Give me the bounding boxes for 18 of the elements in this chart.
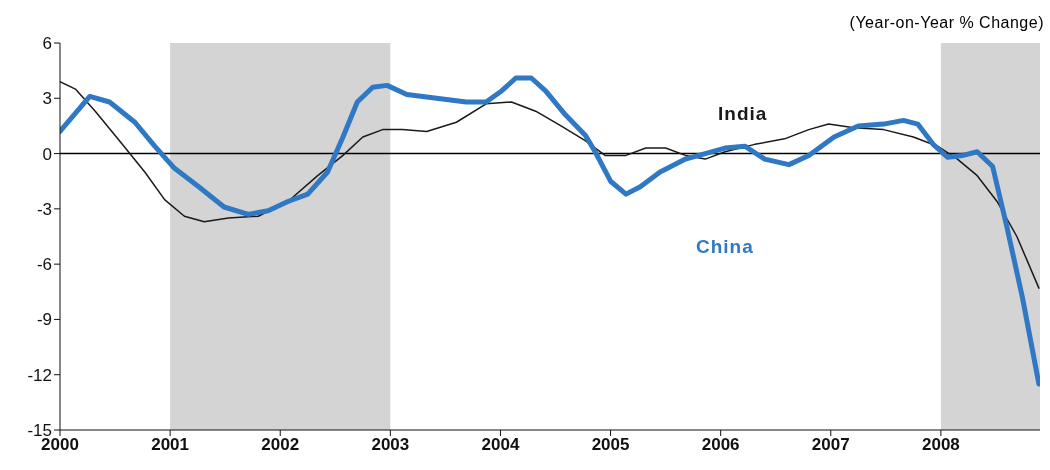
y-tick-label: -6 <box>36 255 52 275</box>
y-tick-label: 3 <box>42 89 52 109</box>
x-tick-label: 2004 <box>481 435 520 455</box>
x-tick-label: 2007 <box>811 435 850 455</box>
y-tick-label: -12 <box>27 365 52 385</box>
series-label: India <box>718 103 768 125</box>
x-tick-label: 2006 <box>701 435 740 455</box>
text: China <box>696 236 754 258</box>
y-tick-label: -9 <box>36 310 52 330</box>
y-tick-label: 0 <box>42 144 52 164</box>
x-tick-label: 2005 <box>591 435 630 455</box>
y-axis-title: (Year-on-Year % Change) <box>849 14 1044 32</box>
x-tick-label: 2002 <box>261 435 300 455</box>
y-tick-label: 6 <box>42 34 52 54</box>
y-tick-label: -3 <box>36 199 52 219</box>
x-tick-label: 2001 <box>151 435 190 455</box>
x-tick-label: 2003 <box>371 435 410 455</box>
x-tick-label: 2008 <box>921 435 960 455</box>
